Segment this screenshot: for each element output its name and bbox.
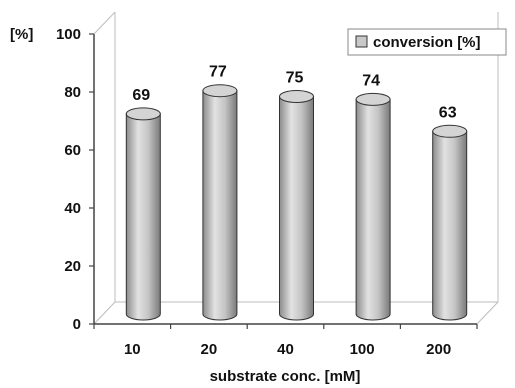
legend: conversion [%]	[347, 28, 507, 56]
data-label: 75	[286, 70, 304, 87]
y-tick-label: 20	[64, 258, 81, 275]
bar-top	[202, 84, 238, 98]
y-tick-label: 60	[64, 142, 81, 159]
bar: 69	[125, 87, 161, 321]
bar-body	[279, 96, 314, 321]
x-tick-label: 40	[277, 341, 294, 358]
bar: 74	[355, 72, 391, 321]
x-tick-label: 20	[201, 341, 218, 358]
y-tick-label: 80	[64, 84, 81, 101]
bar-top	[125, 107, 161, 121]
data-label: 74	[362, 72, 380, 89]
y-axis-title: [%]	[10, 26, 33, 43]
floor-left-edge	[93, 301, 116, 325]
bar-top	[355, 92, 391, 106]
legend-swatch	[355, 35, 368, 48]
legend-label: conversion [%]	[373, 34, 481, 51]
x-tick-label: 10	[124, 341, 141, 358]
y-tick-label: 40	[64, 200, 81, 217]
bar: 77	[202, 64, 238, 321]
x-tick-label: 200	[426, 341, 451, 358]
bar: 75	[279, 70, 314, 321]
x-tick-label: 100	[350, 341, 375, 358]
bars: 69 77 75 74 63	[125, 64, 468, 321]
floor-right-edge	[476, 301, 499, 325]
bar-body	[202, 90, 238, 321]
y-tick-label: 100	[56, 26, 81, 43]
bar-body	[355, 98, 391, 321]
wall-top-edge	[93, 11, 116, 35]
data-label: 69	[132, 87, 150, 104]
x-axis-title: substrate conc. [mM]	[210, 368, 361, 385]
legend-box	[347, 28, 507, 56]
x-axis-ticks: 10 20 40 100 200	[93, 324, 478, 358]
bar-top	[432, 124, 468, 138]
data-label: 77	[209, 64, 227, 81]
bar-body	[125, 113, 161, 321]
bar-top	[279, 90, 314, 103]
bar-body	[432, 130, 468, 321]
y-tick-label: 0	[73, 316, 81, 333]
y-axis-ticks: 0 20 40 60 80 100	[56, 26, 94, 333]
data-label: 63	[439, 104, 457, 121]
bar: 63	[432, 104, 468, 321]
